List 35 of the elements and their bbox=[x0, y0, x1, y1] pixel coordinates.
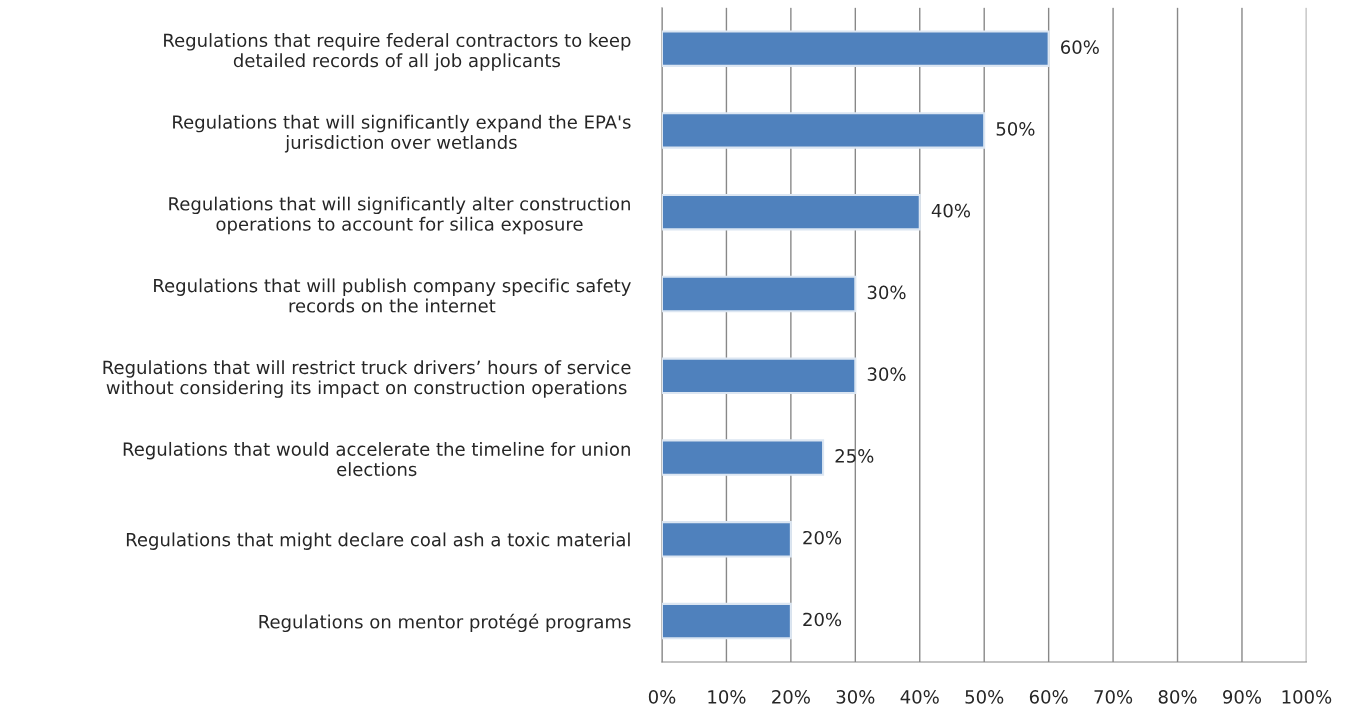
data-label: 30% bbox=[867, 285, 906, 300]
y-tick-label: Regulations that will publish company specific safety records on the internet bbox=[154, 278, 631, 313]
y-tick-label: Regulations that would accelerate the timeline for union elections bbox=[123, 441, 630, 477]
data-label: 20% bbox=[803, 612, 842, 627]
bar bbox=[661, 521, 792, 558]
y-tick-label: Regulations that will restrict truck drivers’ hours of service without considering its impact on construction operations bbox=[103, 360, 631, 398]
bar bbox=[661, 602, 792, 640]
y-tick-label: Regulations that will significantly expand the EPA's jurisdiction over wetlands bbox=[173, 114, 631, 153]
x-tick-label: 80% bbox=[1158, 690, 1197, 704]
x-tick-label: 90% bbox=[1223, 690, 1262, 704]
x-tick-label: 40% bbox=[900, 690, 939, 704]
bar bbox=[661, 30, 1050, 67]
x-tick-label: 50% bbox=[965, 690, 1004, 704]
bar bbox=[661, 439, 825, 476]
x-tick-label: 100% bbox=[1282, 690, 1332, 704]
x-tick-label: 30% bbox=[836, 690, 875, 704]
x-tick-label: 60% bbox=[1029, 690, 1068, 704]
bar bbox=[661, 112, 986, 149]
bar bbox=[661, 275, 857, 313]
data-label: 60% bbox=[1061, 40, 1099, 54]
data-label: 30% bbox=[867, 367, 906, 381]
y-tick-label: Regulations on mentor protégé programs bbox=[259, 613, 631, 633]
data-label: 50% bbox=[996, 122, 1035, 136]
y-tick-label: Regulations that will significantly alter construction operations to account for silica exposure bbox=[169, 196, 630, 235]
x-tick-label: 10% bbox=[708, 690, 746, 704]
bar bbox=[661, 194, 921, 231]
x-tick-label: 70% bbox=[1094, 690, 1133, 704]
data-label: 20% bbox=[803, 530, 842, 545]
data-label: 25% bbox=[835, 449, 874, 463]
y-tick-label: Regulations that require federal contractors to keep detailed records of all job applicants bbox=[164, 33, 631, 71]
x-tick-label: 0% bbox=[648, 690, 676, 704]
y-tick-label: Regulations that might declare coal ash a toxic material bbox=[126, 532, 630, 550]
data-label: 40% bbox=[931, 203, 971, 218]
x-tick-label: 20% bbox=[772, 690, 810, 704]
bar bbox=[661, 357, 857, 394]
